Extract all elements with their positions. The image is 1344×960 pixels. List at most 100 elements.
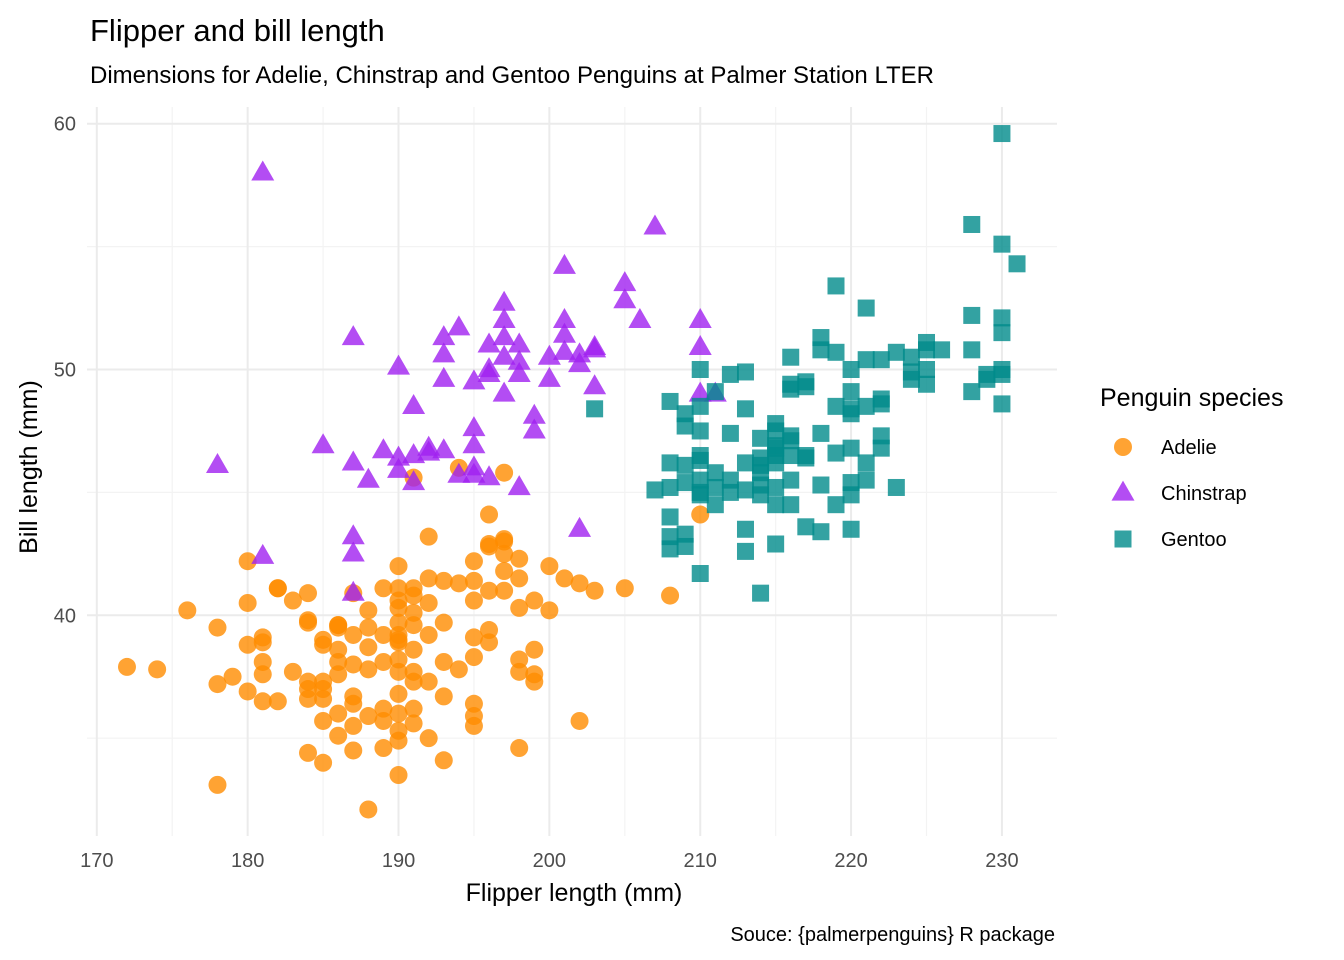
- gentoo-point: [782, 380, 800, 398]
- adelie-point: [510, 662, 529, 681]
- chinstrap-point: [492, 344, 516, 365]
- gentoo-point: [691, 486, 709, 504]
- chinstrap-point: [643, 214, 667, 235]
- gentoo-point: [812, 424, 830, 442]
- adelie-point: [253, 633, 272, 652]
- adelie-point: [344, 694, 363, 713]
- gentoo-point: [993, 235, 1011, 253]
- adelie-point: [464, 707, 483, 726]
- adelie-point: [419, 527, 438, 546]
- adelie-point: [389, 598, 408, 617]
- adelie-point: [510, 549, 529, 568]
- adelie-point: [359, 601, 378, 620]
- adelie-point: [540, 557, 559, 576]
- chart-subtitle: Dimensions for Adelie, Chinstrap and Gen…: [90, 62, 934, 89]
- adelie-point: [359, 638, 378, 657]
- adelie-point: [525, 672, 544, 691]
- chinstrap-point: [432, 366, 456, 387]
- adelie-point: [283, 662, 302, 681]
- adelie-point: [525, 640, 544, 659]
- adelie-point: [570, 574, 589, 593]
- gentoo-point: [857, 454, 875, 472]
- chinstrap-point: [477, 465, 501, 486]
- chinstrap-point: [613, 288, 637, 309]
- gentoo-point: [797, 449, 815, 467]
- adelie-point: [253, 652, 272, 671]
- x-tick-label: 210: [684, 850, 717, 872]
- chinstrap-point: [341, 541, 365, 562]
- gentoo-point: [752, 486, 770, 504]
- adelie-point: [570, 711, 589, 730]
- chinstrap-point: [568, 516, 592, 537]
- gentoo-point: [691, 397, 709, 415]
- adelie-point: [178, 601, 197, 620]
- gentoo-point: [872, 395, 890, 413]
- legend-key-gentoo: [1114, 530, 1132, 548]
- gentoo-point: [706, 496, 724, 514]
- legend-label-chinstrap: Chinstrap: [1161, 483, 1247, 505]
- gentoo-point: [857, 299, 875, 317]
- adelie-point: [359, 660, 378, 679]
- gentoo-point: [736, 481, 754, 499]
- adelie-point: [691, 505, 710, 524]
- adelie-point: [464, 648, 483, 667]
- gentoo-point: [842, 383, 860, 401]
- adelie-point: [510, 598, 529, 617]
- gentoo-point: [691, 360, 709, 378]
- gentoo-point: [767, 454, 785, 472]
- adelie-point: [389, 557, 408, 576]
- chinstrap-point: [402, 470, 426, 491]
- chinstrap-point: [432, 325, 456, 346]
- chinstrap-point: [522, 418, 546, 439]
- chinstrap-point: [462, 369, 486, 390]
- chinstrap-point: [447, 315, 471, 336]
- adelie-point: [404, 662, 423, 681]
- adelie-point: [389, 766, 408, 785]
- chinstrap-point: [417, 435, 441, 456]
- adelie-point: [419, 593, 438, 612]
- gentoo-point: [661, 454, 679, 472]
- chinstrap-point: [432, 342, 456, 363]
- x-tick-label: 200: [533, 850, 566, 872]
- chinstrap-point: [492, 325, 516, 346]
- adelie-point: [495, 463, 514, 482]
- legend-key-chinstrap: [1111, 480, 1135, 501]
- gentoo-point: [691, 422, 709, 440]
- adelie-point: [434, 613, 453, 632]
- adelie-point: [359, 800, 378, 819]
- gentoo-point: [706, 464, 724, 482]
- adelie-point: [329, 726, 348, 745]
- chinstrap-point: [552, 307, 576, 328]
- x-tick-label: 190: [382, 850, 415, 872]
- chinstrap-point: [356, 467, 380, 488]
- gentoo-point: [842, 520, 860, 538]
- adelie-point: [117, 657, 136, 676]
- legend-keys: Adelie Chinstrap Gentoo: [1111, 437, 1247, 551]
- chinstrap-point: [462, 416, 486, 437]
- gentoo-point: [752, 584, 770, 602]
- gentoo-point: [721, 483, 739, 501]
- adelie-point: [555, 569, 574, 588]
- gentoo-point: [902, 370, 920, 388]
- adelie-point: [464, 628, 483, 647]
- adelie-point: [404, 699, 423, 718]
- adelie-point: [374, 711, 393, 730]
- gentoo-point: [646, 481, 664, 499]
- chinstrap-point: [492, 381, 516, 402]
- adelie-point: [359, 707, 378, 726]
- gentoo-point: [842, 405, 860, 423]
- adelie-point: [419, 625, 438, 644]
- chinstrap-point: [628, 307, 652, 328]
- adelie-point: [661, 586, 680, 605]
- series-adelie: [117, 458, 710, 819]
- adelie-point: [464, 552, 483, 571]
- chinstrap-point: [462, 462, 486, 483]
- adelie-point: [344, 741, 363, 760]
- gentoo-point: [993, 395, 1011, 413]
- adelie-point: [299, 584, 318, 603]
- chinstrap-point: [537, 366, 561, 387]
- adelie-point: [464, 591, 483, 610]
- adelie-point: [208, 618, 227, 637]
- chinstrap-point: [432, 438, 456, 459]
- gentoo-point: [706, 383, 724, 401]
